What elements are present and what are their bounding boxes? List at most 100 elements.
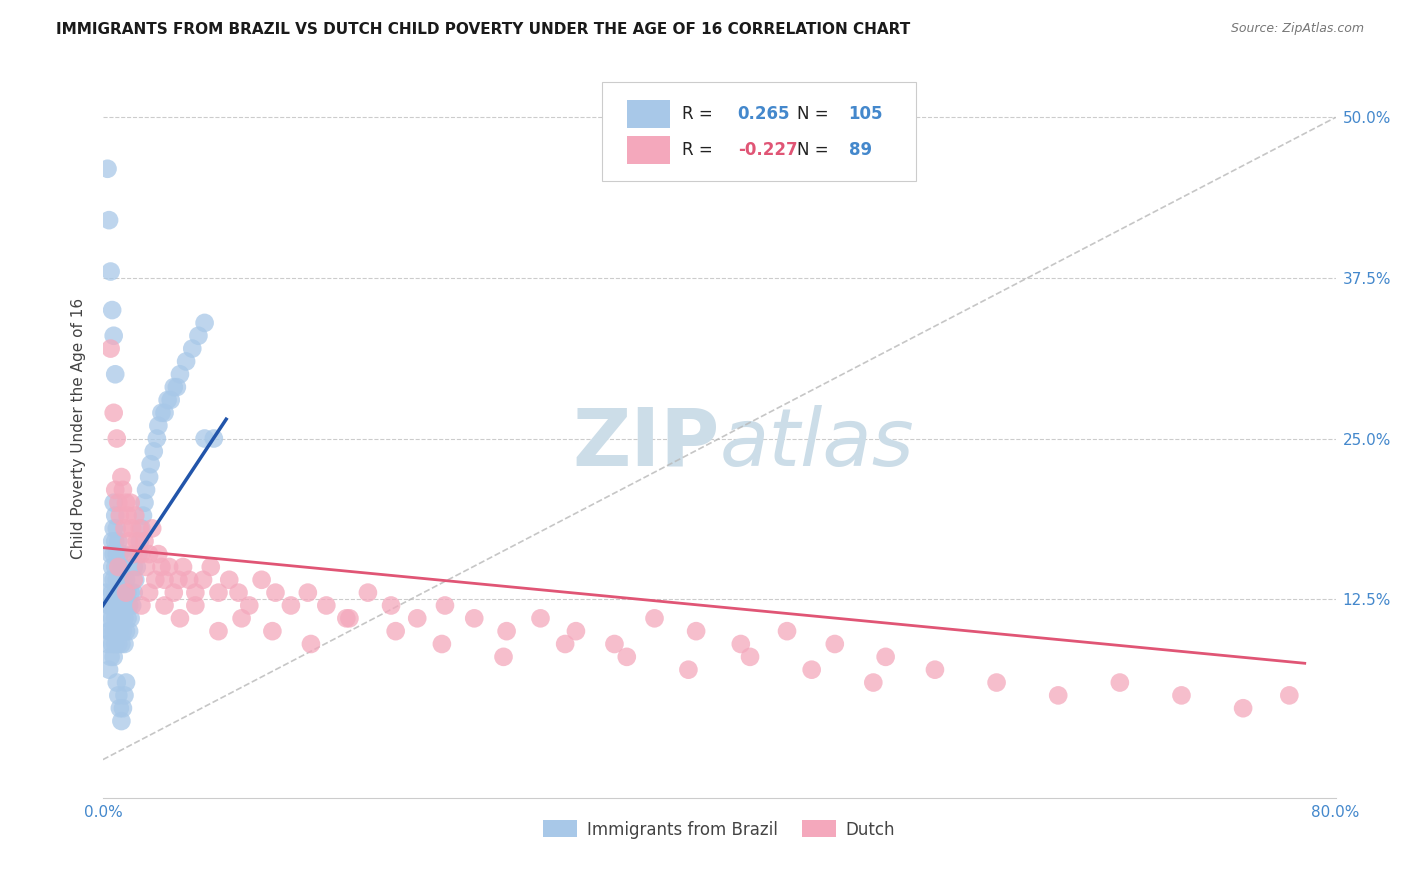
Point xyxy=(238,599,260,613)
Point xyxy=(207,585,229,599)
Point xyxy=(169,368,191,382)
Point xyxy=(184,585,207,599)
Point xyxy=(122,547,145,561)
Point xyxy=(104,611,127,625)
Point xyxy=(315,599,337,613)
Point xyxy=(297,585,319,599)
Point xyxy=(131,521,153,535)
Point xyxy=(138,547,160,561)
Point xyxy=(100,624,122,639)
Point xyxy=(156,392,179,407)
Point xyxy=(103,649,125,664)
Point xyxy=(107,689,129,703)
Point xyxy=(105,521,128,535)
Point xyxy=(1278,689,1301,703)
Point xyxy=(194,316,217,330)
Point xyxy=(678,663,700,677)
Point xyxy=(100,599,122,613)
Point xyxy=(114,637,136,651)
Point xyxy=(986,675,1008,690)
Point xyxy=(105,547,128,561)
Point xyxy=(174,354,197,368)
Point xyxy=(98,599,121,613)
Point xyxy=(101,303,124,318)
Text: Source: ZipAtlas.com: Source: ZipAtlas.com xyxy=(1230,22,1364,36)
Text: N =: N = xyxy=(797,105,834,123)
Point xyxy=(104,560,127,574)
Point xyxy=(1108,675,1130,690)
Point xyxy=(103,547,125,561)
FancyBboxPatch shape xyxy=(627,136,669,164)
Point xyxy=(146,432,169,446)
Y-axis label: Child Poverty Under the Age of 16: Child Poverty Under the Age of 16 xyxy=(72,298,86,559)
Point xyxy=(104,483,127,497)
Point xyxy=(114,521,136,535)
Point xyxy=(228,585,250,599)
Point xyxy=(433,599,456,613)
Text: N =: N = xyxy=(797,141,834,159)
Point xyxy=(122,585,145,599)
Point xyxy=(105,432,128,446)
Point xyxy=(117,585,139,599)
Point xyxy=(103,573,125,587)
Point xyxy=(125,560,148,574)
Point xyxy=(1232,701,1254,715)
Point xyxy=(105,624,128,639)
Point xyxy=(108,624,131,639)
Point xyxy=(135,483,157,497)
Point xyxy=(122,560,145,574)
Point xyxy=(135,560,157,574)
Point xyxy=(96,161,118,176)
Point xyxy=(118,624,141,639)
Point xyxy=(110,560,132,574)
Point xyxy=(117,508,139,523)
Point xyxy=(107,637,129,651)
Point xyxy=(101,560,124,574)
Point xyxy=(172,560,194,574)
Point xyxy=(124,508,146,523)
Point xyxy=(94,585,117,599)
Point xyxy=(111,547,134,561)
Point xyxy=(207,624,229,639)
Point xyxy=(1047,689,1070,703)
Point xyxy=(280,599,302,613)
Point xyxy=(153,599,176,613)
Point xyxy=(124,573,146,587)
Point xyxy=(264,585,287,599)
Point xyxy=(120,585,142,599)
Text: IMMIGRANTS FROM BRAZIL VS DUTCH CHILD POVERTY UNDER THE AGE OF 16 CORRELATION CH: IMMIGRANTS FROM BRAZIL VS DUTCH CHILD PO… xyxy=(56,22,911,37)
Point xyxy=(110,611,132,625)
Point xyxy=(111,483,134,497)
Point xyxy=(120,496,142,510)
Point xyxy=(153,573,176,587)
Text: 105: 105 xyxy=(849,105,883,123)
Point xyxy=(218,573,240,587)
Point xyxy=(114,585,136,599)
Point xyxy=(107,496,129,510)
Point xyxy=(335,611,357,625)
Point xyxy=(101,534,124,549)
Point xyxy=(98,663,121,677)
Point xyxy=(114,611,136,625)
Point xyxy=(167,573,190,587)
FancyBboxPatch shape xyxy=(602,82,917,181)
Point xyxy=(159,392,181,407)
Point xyxy=(339,611,361,625)
Text: ZIP: ZIP xyxy=(572,405,720,483)
Point xyxy=(100,573,122,587)
Point xyxy=(110,470,132,484)
Point xyxy=(357,585,380,599)
Point xyxy=(107,611,129,625)
Legend: Immigrants from Brazil, Dutch: Immigrants from Brazil, Dutch xyxy=(537,814,901,846)
Text: R =: R = xyxy=(682,141,718,159)
Point xyxy=(100,264,122,278)
Point xyxy=(299,637,322,651)
Text: 0.265: 0.265 xyxy=(738,105,790,123)
Point xyxy=(108,573,131,587)
Point xyxy=(103,406,125,420)
Point xyxy=(98,624,121,639)
Point xyxy=(107,560,129,574)
Text: -0.227: -0.227 xyxy=(738,141,797,159)
Point xyxy=(202,432,225,446)
Point xyxy=(163,585,186,599)
